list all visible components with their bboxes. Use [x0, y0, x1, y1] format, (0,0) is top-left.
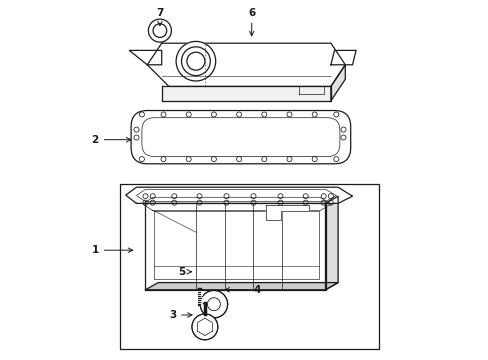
Text: 2: 2: [91, 135, 131, 145]
Circle shape: [192, 314, 218, 340]
Polygon shape: [325, 196, 337, 290]
Polygon shape: [330, 50, 355, 65]
Text: 5: 5: [178, 267, 191, 277]
Polygon shape: [125, 187, 352, 203]
Text: 3: 3: [168, 310, 192, 320]
Circle shape: [148, 19, 171, 42]
Text: 1: 1: [91, 245, 132, 255]
Bar: [120, 184, 379, 349]
FancyBboxPatch shape: [131, 111, 350, 164]
Text: 6: 6: [247, 8, 255, 36]
Polygon shape: [147, 43, 345, 86]
Circle shape: [200, 291, 227, 318]
Text: 4: 4: [224, 285, 260, 295]
Polygon shape: [145, 283, 337, 290]
Polygon shape: [265, 205, 309, 220]
Circle shape: [200, 291, 227, 318]
Circle shape: [176, 41, 215, 81]
Polygon shape: [129, 50, 162, 65]
Polygon shape: [145, 203, 325, 290]
Polygon shape: [330, 65, 345, 101]
Circle shape: [207, 298, 220, 311]
Polygon shape: [162, 86, 330, 101]
Text: 7: 7: [156, 8, 163, 26]
